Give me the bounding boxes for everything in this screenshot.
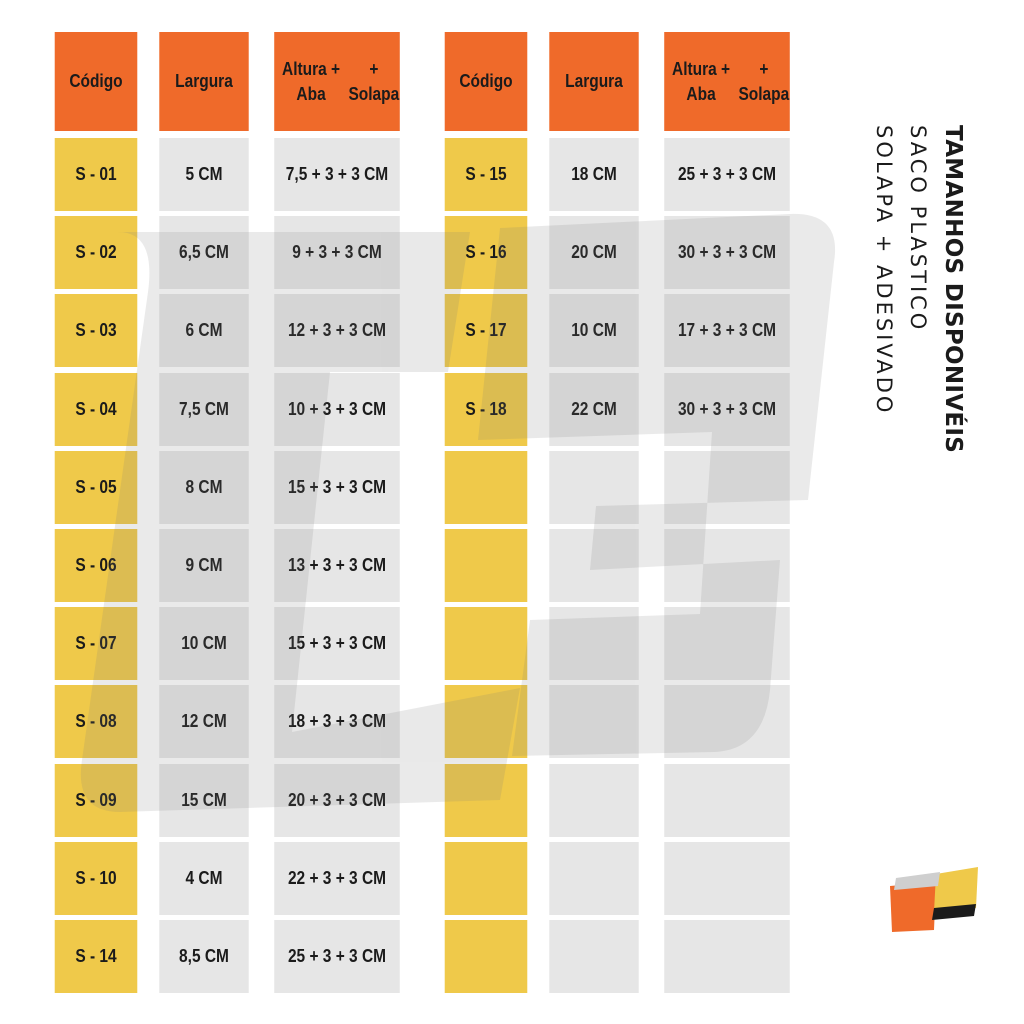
cell-largura: 5 CM [159,138,249,211]
cell-codigo [444,529,528,602]
cell-altura: 25 + 3 + 3 CM [664,138,790,211]
brand-logo-icon [890,867,978,932]
cell-largura: 20 CM [549,216,639,289]
cell-codigo: S - 04 [54,373,138,446]
cell-altura: 20 + 3 + 3 CM [274,764,400,837]
side-caption: TAMANHOS DISPONIVÉIS SACO PLASTICO SOLAP… [872,125,982,595]
cell-codigo [444,842,528,915]
cell-largura: 8,5 CM [159,920,249,993]
cell-altura: 13 + 3 + 3 CM [274,529,400,602]
cell-altura [664,842,790,915]
cell-altura: 9 + 3 + 3 CM [274,216,400,289]
cell-codigo: S - 02 [54,216,138,289]
cell-altura [664,764,790,837]
cell-largura [549,764,639,837]
cell-largura [549,842,639,915]
cell-altura [664,529,790,602]
header-altura-right: Altura + Aba + Solapa [664,32,790,131]
cell-altura: 18 + 3 + 3 CM [274,685,400,758]
side-subtitle-line1: SACO PLASTICO [906,125,930,333]
cell-codigo: S - 09 [54,764,138,837]
side-subtitle-line2: SOLAPA + ADESIVADO [872,125,896,416]
cell-largura [549,920,639,993]
cell-codigo: S - 08 [54,685,138,758]
cell-codigo: S - 16 [444,216,528,289]
cell-altura: 22 + 3 + 3 CM [274,842,400,915]
cell-altura: 15 + 3 + 3 CM [274,607,400,680]
header-line: + Solapa [738,59,790,104]
cell-altura: 30 + 3 + 3 CM [664,216,790,289]
cell-codigo: S - 05 [54,451,138,524]
cell-codigo: S - 15 [444,138,528,211]
header-codigo-left: Código [54,32,138,131]
cell-largura [549,529,639,602]
side-title: TAMANHOS DISPONIVÉIS [940,125,966,454]
header-line: Altura + Aba [282,59,341,104]
cell-codigo [444,607,528,680]
cell-largura: 8 CM [159,451,249,524]
cell-largura: 18 CM [549,138,639,211]
cell-altura [664,685,790,758]
cell-largura: 6 CM [159,294,249,367]
cell-altura: 15 + 3 + 3 CM [274,451,400,524]
cell-largura [549,451,639,524]
cell-largura [549,607,639,680]
cell-altura: 7,5 + 3 + 3 CM [274,138,400,211]
cell-largura: 22 CM [549,373,639,446]
cell-codigo [444,451,528,524]
header-line: Altura + Aba [672,59,731,104]
cell-codigo [444,764,528,837]
cell-largura: 15 CM [159,764,249,837]
cell-largura: 12 CM [159,685,249,758]
cell-altura: 25 + 3 + 3 CM [274,920,400,993]
header-line: + Solapa [348,59,400,104]
cell-codigo: S - 14 [54,920,138,993]
cell-altura [664,607,790,680]
header-codigo-right: Código [444,32,528,131]
cell-largura: 10 CM [159,607,249,680]
cell-largura: 9 CM [159,529,249,602]
cell-altura: 17 + 3 + 3 CM [664,294,790,367]
cell-codigo: S - 06 [54,529,138,602]
cell-codigo [444,920,528,993]
cell-largura [549,685,639,758]
cell-altura [664,451,790,524]
cell-codigo: S - 01 [54,138,138,211]
header-altura-left: Altura + Aba + Solapa [274,32,400,131]
cell-codigo [444,685,528,758]
cell-altura: 30 + 3 + 3 CM [664,373,790,446]
cell-largura: 4 CM [159,842,249,915]
cell-altura: 12 + 3 + 3 CM [274,294,400,367]
cell-codigo: S - 18 [444,373,528,446]
cell-altura: 10 + 3 + 3 CM [274,373,400,446]
cell-codigo: S - 17 [444,294,528,367]
cell-codigo: S - 03 [54,294,138,367]
cell-codigo: S - 07 [54,607,138,680]
header-largura-left: Largura [159,32,249,131]
cell-largura: 7,5 CM [159,373,249,446]
cell-altura [664,920,790,993]
cell-codigo: S - 10 [54,842,138,915]
cell-largura: 10 CM [549,294,639,367]
cell-largura: 6,5 CM [159,216,249,289]
header-largura-right: Largura [549,32,639,131]
